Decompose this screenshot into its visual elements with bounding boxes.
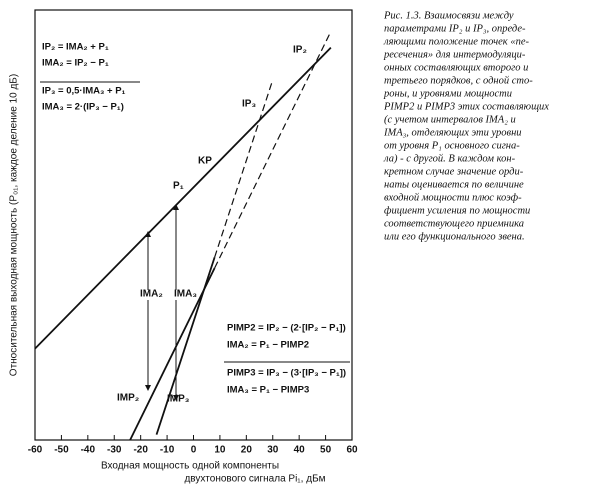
caption-line: PIMP2 и PIMP3 этих составляющих (383, 101, 549, 112)
formula: PIMP3 = IP₃ − (3·[IP₃ − P₁]) (227, 368, 346, 379)
annotation: P₁ (173, 181, 184, 192)
annotation: IMA₂ (140, 289, 163, 300)
x-tick-label: 20 (241, 445, 253, 456)
y-axis-label: Относительная выходная мощность (P₀₁, ка… (9, 74, 20, 376)
caption-line: фициент усиления по мощности (384, 205, 530, 216)
x-tick-label: -20 (133, 445, 148, 456)
series-line (129, 267, 216, 440)
formula-box (38, 38, 142, 122)
x-tick-label: 0 (191, 445, 197, 456)
x-tick-label: -60 (28, 445, 43, 456)
formula: IMA₂ = P₁ − PIMP2 (227, 340, 309, 351)
caption-line: или его функционального звена. (384, 231, 525, 242)
caption-line: IMA₃, отделяющих эти уровни (383, 127, 522, 138)
annotation: KP (198, 156, 212, 167)
caption-line: кретном случае значение орди- (384, 166, 524, 177)
caption-line: ляющими положение точек «пе- (383, 36, 530, 47)
caption-line: ла) - с другой. В каждом кон- (383, 153, 516, 164)
x-tick-label: 50 (320, 445, 332, 456)
formula: IP₃ = 0,5·IMA₃ + P₁ (42, 86, 126, 97)
formula: IP₂ = IMA₂ + P₁ (42, 42, 109, 53)
series-line (155, 256, 216, 435)
caption-line: (с учетом интервалов IMA₂ и (384, 114, 516, 125)
formula: IMA₃ = P₁ − PIMP3 (227, 385, 309, 396)
series-line (35, 46, 332, 350)
x-tick-label: -40 (81, 445, 96, 456)
x-tick-label: -30 (107, 445, 122, 456)
formula-box (222, 316, 350, 410)
annotation: IMP₂ (117, 393, 139, 404)
caption-line: онных составляющих второго и (384, 62, 528, 73)
caption-line: от уровня P₁ основного сигна- (384, 140, 520, 151)
x-tick-label: -50 (54, 445, 69, 456)
x-tick-label: 10 (214, 445, 226, 456)
annotation: IP₂ (293, 45, 307, 56)
formula: IMA₂ = IP₂ − P₁ (42, 58, 109, 69)
caption-line: третьего порядков, с одной сто- (384, 75, 533, 86)
annotation: IMP₃ (167, 394, 190, 405)
series-line (214, 79, 274, 258)
caption-line: наты оценивается по величине (384, 179, 524, 190)
x-axis-label: двухтонового сигнала Pi₁, дБм (184, 474, 325, 485)
series-line (214, 31, 332, 269)
caption-line: Рис. 1.3. Взаимосвязи между (383, 10, 514, 21)
caption-line: соответствующего приемника (384, 218, 524, 229)
x-tick-label: 40 (294, 445, 306, 456)
x-tick-label: 30 (267, 445, 279, 456)
caption-line: роны, и уровнями мощности (383, 88, 512, 99)
formula: PIMP2 = IP₂ − (2·[IP₂ − P₁]) (227, 323, 346, 334)
caption-line: параметрами IP₂ и IP₃, опреде- (384, 23, 526, 34)
annotation: IP₃ (242, 99, 256, 110)
x-axis-label: Входная мощность одной компоненты (101, 461, 279, 472)
formula: IMA₃ = 2·(IP₃ − P₁) (42, 102, 124, 113)
x-tick-label: -10 (160, 445, 175, 456)
x-tick-label: 60 (346, 445, 358, 456)
caption-line: входной мощности плюс коэф- (384, 192, 522, 203)
caption-line: ресечения» для интермодуляци- (383, 49, 526, 60)
annotation: IMA₃ (174, 289, 197, 300)
